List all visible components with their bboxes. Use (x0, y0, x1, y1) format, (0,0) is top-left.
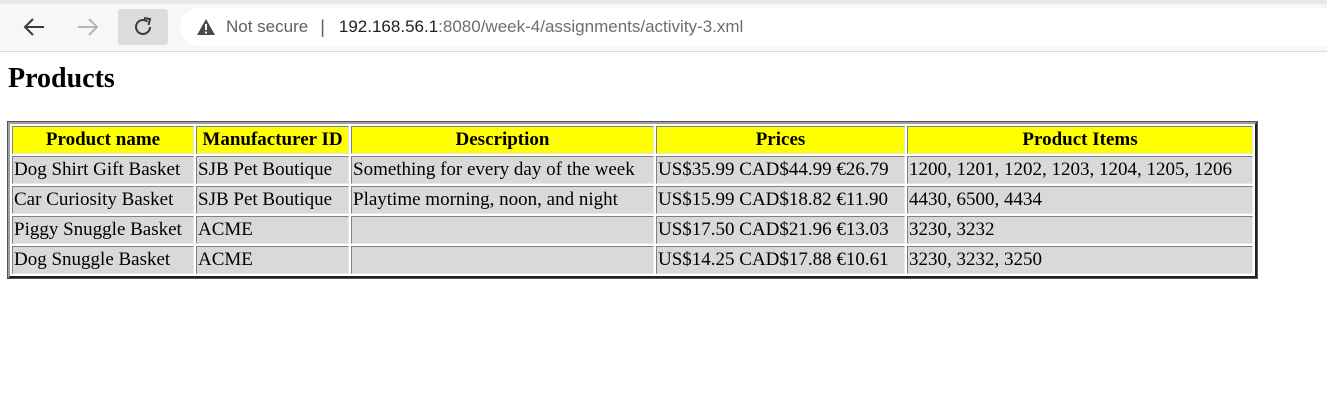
cell-product-name: Car Curiosity Basket (12, 186, 194, 214)
arrow-left-icon (23, 17, 45, 37)
security-status[interactable]: Not secure (226, 17, 309, 36)
cell-manufacturer-id: ACME (196, 216, 349, 244)
page-title: Products (8, 63, 115, 94)
cell-description: Playtime morning, noon, and night (351, 186, 654, 214)
address-separator: | (320, 16, 325, 37)
back-button[interactable] (16, 9, 52, 45)
arrow-right-icon (77, 17, 99, 37)
products-table: Product name Manufacturer ID Description… (7, 121, 1258, 279)
url-path[interactable]: :8080/week-4/assignments/activity-3.xml (438, 17, 744, 36)
cell-product-items: 4430, 6500, 4434 (907, 186, 1253, 214)
table-row: Car Curiosity Basket SJB Pet Boutique Pl… (12, 186, 1253, 214)
table-row: Dog Shirt Gift Basket SJB Pet Boutique S… (12, 156, 1253, 184)
cell-prices: US$17.50 CAD$21.96 €13.03 (656, 216, 905, 244)
cell-manufacturer-id: SJB Pet Boutique (196, 156, 349, 184)
header-prices: Prices (656, 126, 905, 154)
cell-product-items: 3230, 3232, 3250 (907, 246, 1253, 274)
header-manufacturer-id: Manufacturer ID (196, 126, 349, 154)
page-content: Products (8, 58, 115, 100)
forward-button[interactable] (70, 9, 106, 45)
cell-manufacturer-id: SJB Pet Boutique (196, 186, 349, 214)
table-header-row: Product name Manufacturer ID Description… (12, 126, 1253, 154)
cell-description (351, 216, 654, 244)
reload-icon (132, 16, 154, 38)
cell-product-name: Dog Shirt Gift Basket (12, 156, 194, 184)
cell-product-name: Piggy Snuggle Basket (12, 216, 194, 244)
cell-description: Something for every day of the week (351, 156, 654, 184)
warning-triangle-icon (196, 18, 216, 36)
cell-product-name: Dog Snuggle Basket (12, 246, 194, 274)
cell-description (351, 246, 654, 274)
header-description: Description (351, 126, 654, 154)
reload-button[interactable] (118, 9, 168, 45)
header-product-items: Product Items (907, 126, 1253, 154)
cell-prices: US$15.99 CAD$18.82 €11.90 (656, 186, 905, 214)
table-row: Dog Snuggle Basket ACME US$14.25 CAD$17.… (12, 246, 1253, 274)
browser-toolbar: Not secure | 192.168.56.1 :8080/week-4/a… (0, 0, 1327, 52)
cell-product-items: 3230, 3232 (907, 216, 1253, 244)
header-product-name: Product name (12, 126, 194, 154)
cell-prices: US$14.25 CAD$17.88 €10.61 (656, 246, 905, 274)
url-host[interactable]: 192.168.56.1 (338, 17, 439, 36)
cell-prices: US$35.99 CAD$44.99 €26.79 (656, 156, 905, 184)
cell-product-items: 1200, 1201, 1202, 1203, 1204, 1205, 1206 (907, 156, 1253, 184)
cell-manufacturer-id: ACME (196, 246, 349, 274)
table-row: Piggy Snuggle Basket ACME US$17.50 CAD$2… (12, 216, 1253, 244)
address-bar[interactable]: Not secure | 192.168.56.1 :8080/week-4/a… (180, 8, 1327, 46)
